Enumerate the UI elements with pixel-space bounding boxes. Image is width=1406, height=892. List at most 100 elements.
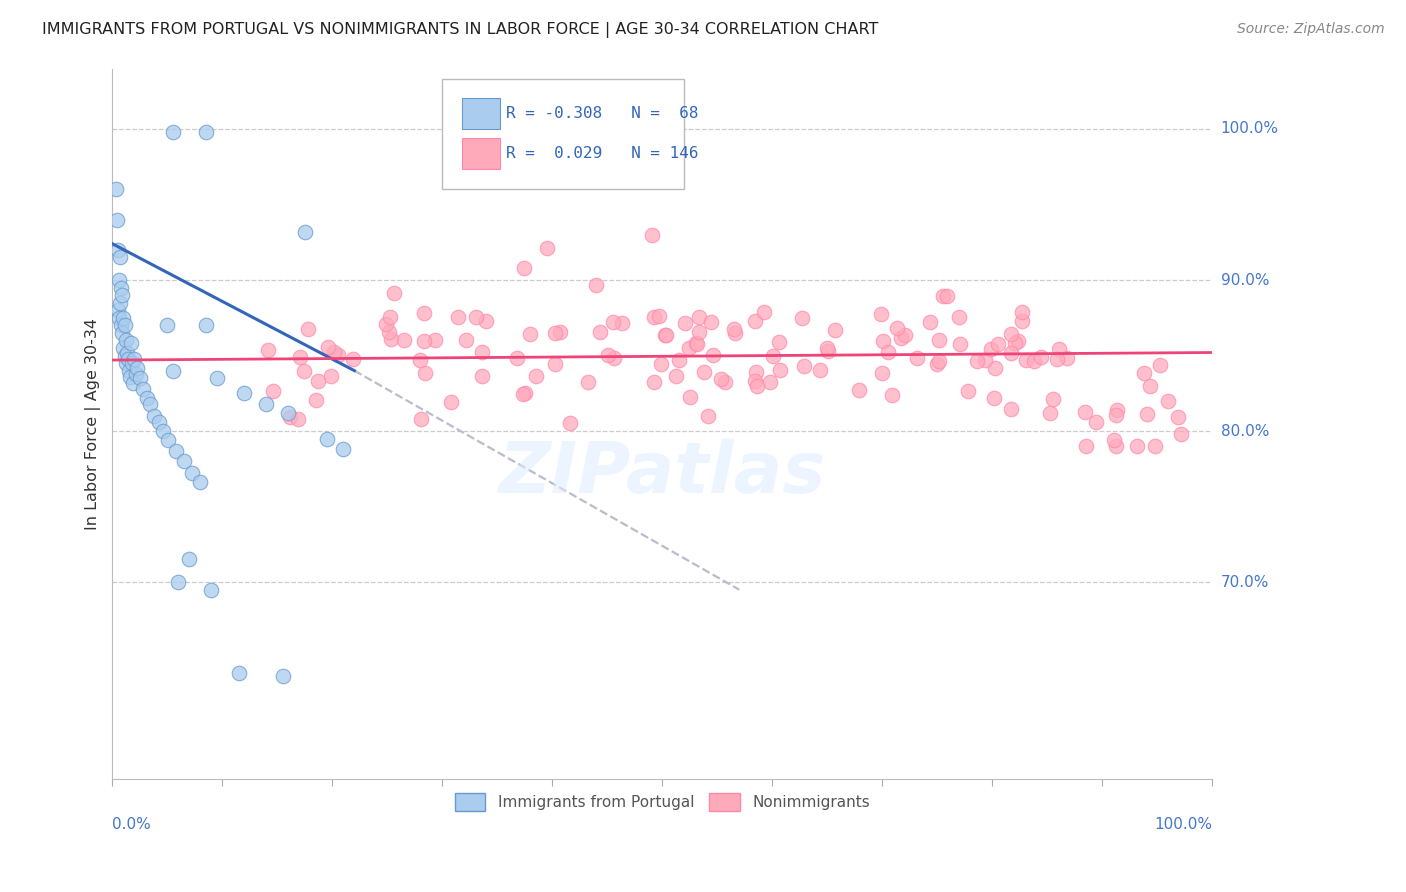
Point (125, 360, 148, 375)
Point (793, 359, 815, 373)
Point (648, 310, 671, 324)
Point (409, 412, 432, 426)
Point (650, 357, 672, 371)
Point (107, 243, 129, 257)
Point (585, 278, 607, 293)
Point (724, 326, 747, 341)
Point (115, 345, 138, 359)
Point (790, 310, 813, 325)
Point (108, 310, 131, 325)
Point (536, 241, 558, 255)
Point (143, 409, 166, 423)
Point (1011, 314, 1033, 328)
Text: 100.0%: 100.0% (1154, 817, 1212, 832)
Point (294, 225, 316, 239)
Point (277, 406, 299, 420)
Point (513, 261, 536, 276)
Point (641, 227, 664, 242)
Point (139, 397, 162, 411)
Point (104, 182, 127, 196)
Point (233, 386, 256, 401)
Point (156, 318, 179, 333)
Text: 80.0%: 80.0% (1220, 424, 1268, 439)
Point (714, 375, 737, 389)
Point (110, 280, 132, 294)
Point (886, 320, 908, 334)
Point (471, 345, 494, 359)
Point (848, 383, 870, 397)
Point (544, 326, 567, 340)
Point (447, 310, 470, 324)
Point (271, 669, 294, 683)
Point (228, 665, 250, 680)
Point (148, 415, 170, 429)
Text: Source: ZipAtlas.com: Source: ZipAtlas.com (1237, 22, 1385, 37)
Point (1049, 343, 1071, 357)
Point (105, 212, 128, 227)
Point (114, 356, 136, 370)
Point (1133, 366, 1156, 380)
Point (316, 340, 339, 354)
Point (114, 349, 136, 363)
Text: 90.0%: 90.0% (1220, 273, 1270, 287)
Point (315, 432, 337, 446)
Point (1139, 379, 1161, 393)
Point (949, 337, 972, 351)
Point (589, 325, 612, 339)
Point (987, 337, 1010, 351)
Point (162, 364, 184, 378)
Point (1170, 427, 1192, 442)
Point (925, 357, 948, 371)
Point (1102, 433, 1125, 447)
Point (378, 325, 401, 339)
Point (413, 366, 436, 380)
Point (1046, 352, 1069, 367)
Point (321, 368, 343, 383)
Point (165, 443, 187, 458)
Point (117, 351, 139, 366)
Point (129, 371, 152, 385)
Point (692, 365, 714, 379)
Point (723, 321, 745, 335)
Point (817, 344, 839, 359)
Point (956, 384, 979, 398)
Point (111, 326, 134, 340)
Text: 70.0%: 70.0% (1220, 574, 1268, 590)
Point (654, 328, 676, 343)
Point (118, 369, 141, 384)
Point (382, 285, 405, 300)
Point (643, 310, 665, 324)
Point (297, 322, 319, 336)
Point (305, 393, 328, 408)
Point (673, 317, 696, 331)
Point (1000, 326, 1022, 341)
Point (696, 409, 718, 424)
Point (124, 367, 146, 381)
Point (454, 333, 477, 347)
Point (307, 374, 329, 388)
Point (287, 412, 309, 426)
Point (1074, 439, 1097, 453)
Point (905, 351, 928, 365)
Point (413, 306, 436, 320)
Point (678, 341, 700, 355)
Point (423, 333, 446, 347)
Point (744, 365, 766, 379)
Point (744, 313, 766, 327)
Point (548, 325, 571, 339)
Point (1157, 394, 1180, 409)
Point (824, 323, 846, 337)
Point (112, 341, 135, 355)
Point (173, 454, 195, 468)
Point (326, 348, 349, 362)
Point (983, 391, 1005, 405)
Point (576, 375, 599, 389)
Point (513, 386, 536, 401)
Point (475, 314, 498, 328)
Point (815, 341, 838, 355)
Point (1149, 358, 1171, 372)
Point (332, 442, 354, 457)
Point (598, 347, 620, 361)
Point (643, 375, 665, 389)
Point (1105, 403, 1128, 417)
